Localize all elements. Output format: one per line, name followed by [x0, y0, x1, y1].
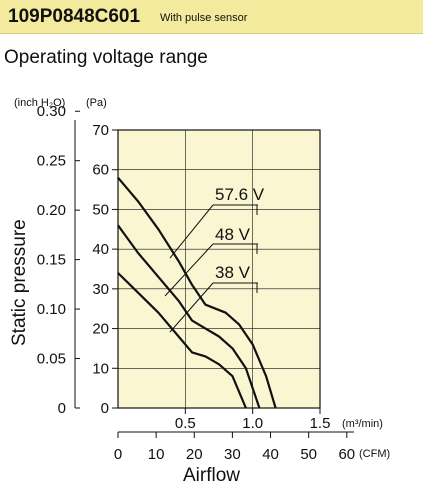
m3-tick-label: 1.0: [242, 415, 263, 432]
curve-leader-line: [169, 204, 214, 259]
curve-line: [117, 224, 261, 409]
cfm-tick-label: 50: [300, 446, 317, 463]
chart-subtitle: Operating voltage range: [4, 47, 208, 68]
pa-tick-label: 30: [92, 281, 109, 298]
cfm-tick-label: 60: [338, 446, 355, 463]
cfm-tick-label: 30: [224, 446, 241, 463]
pa-tick-label: 70: [92, 122, 109, 139]
inch-tick-label: 0: [58, 400, 66, 417]
x-axis-label: Airflow: [183, 465, 240, 486]
cfm-axis-ticks: 0 10 20 30 40 50 60: [114, 432, 355, 463]
inch-tick-label: 0.15: [37, 252, 66, 269]
model-number: 109P0848C601: [8, 6, 141, 27]
pa-tick-label: 40: [92, 241, 109, 258]
cfm-unit-label: (CFM): [359, 448, 390, 460]
pa-axis-ticks: 0 10 20 30 40 50 60 70: [92, 122, 118, 417]
curve-label: 38 V: [215, 263, 251, 282]
curve-label: 48 V: [215, 225, 251, 244]
curve-leader-line: [164, 243, 214, 297]
cfm-tick-label: 20: [186, 446, 203, 463]
curve-line: [117, 272, 247, 409]
pa-tick-label: 60: [92, 162, 109, 179]
cfm-tick-label: 10: [148, 446, 165, 463]
inch-axis-ticks: 0 0.05 0.10 0.15 0.20 0.25 0.30: [37, 103, 80, 417]
pa-tick-label: 20: [92, 321, 109, 338]
inch-tick-label: 0.25: [37, 153, 66, 170]
cfm-tick-label: 40: [262, 446, 279, 463]
inch-unit-label: (inch H₂O): [14, 97, 65, 109]
curve-line: [117, 176, 277, 409]
m3-axis-ticks: 0.5 1.0 1.5: [175, 408, 331, 432]
inch-tick-label: 0.20: [37, 202, 66, 219]
m3-unit-label: (m³/min): [342, 418, 383, 430]
pa-unit-label: (Pa): [86, 97, 107, 109]
cfm-tick-label: 0: [114, 446, 122, 463]
model-description: With pulse sensor: [160, 12, 248, 24]
pa-tick-label: 50: [92, 201, 109, 218]
grid-lines: [118, 130, 320, 408]
curves: [117, 176, 277, 409]
y-axis-label: Static pressure: [9, 219, 30, 346]
m3-tick-label: 1.5: [310, 415, 331, 432]
header-bar: 109P0848C601 With pulse sensor: [0, 0, 423, 34]
curve-labels: 57.6 V 48 V 38 V: [164, 185, 265, 333]
inch-tick-label: 0.10: [37, 301, 66, 318]
m3-tick-label: 0.5: [175, 415, 196, 432]
inch-tick-label: 0.05: [37, 351, 66, 368]
curve-label: 57.6 V: [215, 185, 265, 204]
pa-tick-label: 10: [92, 360, 109, 377]
curve-leader-line: [169, 282, 214, 333]
inch-tick-label: 0.30: [37, 103, 66, 120]
pa-tick-label: 0: [101, 400, 109, 417]
